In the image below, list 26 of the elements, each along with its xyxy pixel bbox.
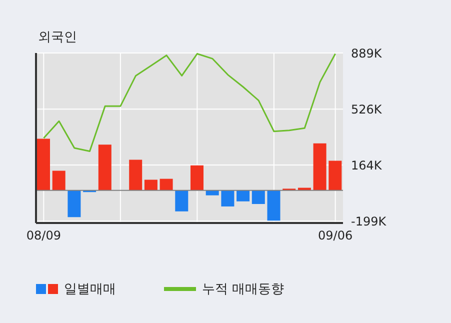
bar (160, 178, 173, 190)
legend-label: 누적 매매동향 (202, 281, 284, 298)
x-tick-label: 08/09 (26, 228, 61, 243)
bar (313, 143, 326, 190)
legend-label: 일별매매 (64, 281, 116, 298)
y-tick-label: -199K (351, 214, 388, 228)
bar (252, 190, 265, 204)
bar (68, 190, 81, 218)
x-tick-label: 09/06 (318, 228, 353, 243)
bar (144, 180, 158, 190)
y-tick-label: 526K (351, 102, 383, 116)
chart-title: 외국인 (38, 29, 77, 46)
bar (328, 160, 342, 190)
bar (267, 190, 280, 221)
bar (37, 138, 50, 190)
bar (98, 144, 112, 190)
line-series (42, 53, 336, 152)
bar (129, 160, 142, 190)
bar (175, 190, 188, 212)
bar (52, 170, 66, 190)
y-tick-label: 164K (351, 158, 383, 172)
y-tick-label: 889K (351, 46, 383, 60)
bar (206, 190, 219, 196)
bar (190, 165, 204, 190)
bar (221, 190, 234, 206)
bar (236, 190, 250, 202)
